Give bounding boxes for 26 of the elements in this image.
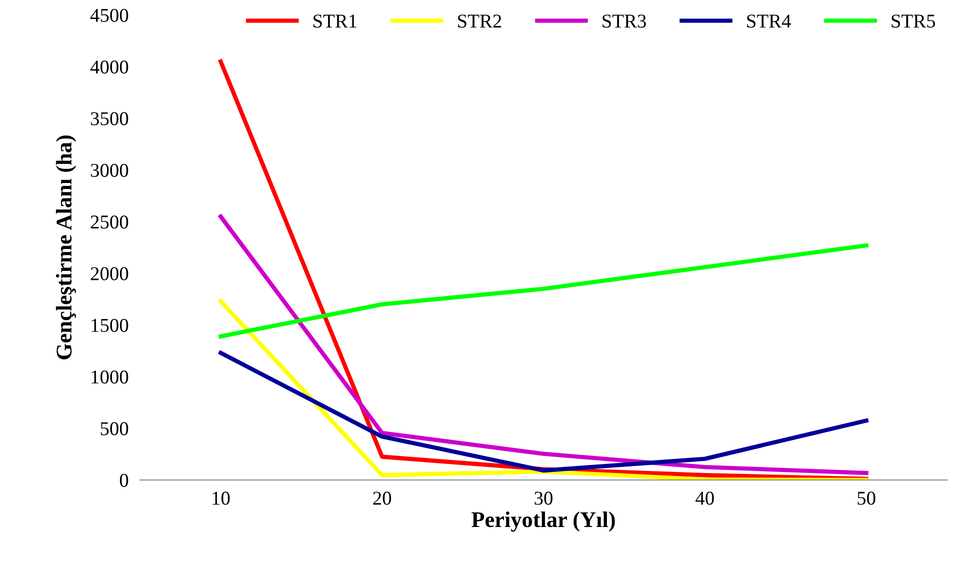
x-axis-title: Periyotlar (Yıl) — [472, 512, 615, 532]
legend-label: STR1 — [314, 14, 356, 28]
line-series — [218, 243, 868, 338]
y-tick-label: 1000 — [92, 370, 128, 384]
y-tick-label: 3500 — [90, 112, 128, 126]
y-tick-label: 2500 — [90, 215, 128, 229]
y-tick-label: 1500 — [92, 318, 128, 332]
y-tick-label: 4000 — [90, 60, 128, 74]
legend-label: STR4 — [747, 14, 791, 28]
line-series — [218, 299, 868, 480]
x-tick-label: 30 — [534, 492, 552, 505]
y-tick-label: 2000 — [90, 267, 128, 280]
legend-label: STR3 — [602, 14, 646, 28]
legend-label: STR2 — [458, 14, 502, 28]
x-tick-label: 40 — [696, 492, 714, 505]
y-tick-label: 500 — [100, 422, 128, 436]
line-series — [218, 214, 868, 476]
x-tick-label: 20 — [373, 492, 392, 505]
y-tick-label: 0 — [120, 474, 128, 487]
y-tick-label: 4500 — [90, 8, 128, 22]
y-tick-label: 3000 — [90, 164, 128, 177]
y-axis-title: Gençleştirme Alanı (ha) — [56, 136, 76, 360]
x-tick-label: 50 — [858, 492, 876, 505]
legend-label: STR5 — [892, 14, 936, 28]
line-series — [218, 350, 868, 473]
x-tick-label: 10 — [212, 492, 230, 505]
